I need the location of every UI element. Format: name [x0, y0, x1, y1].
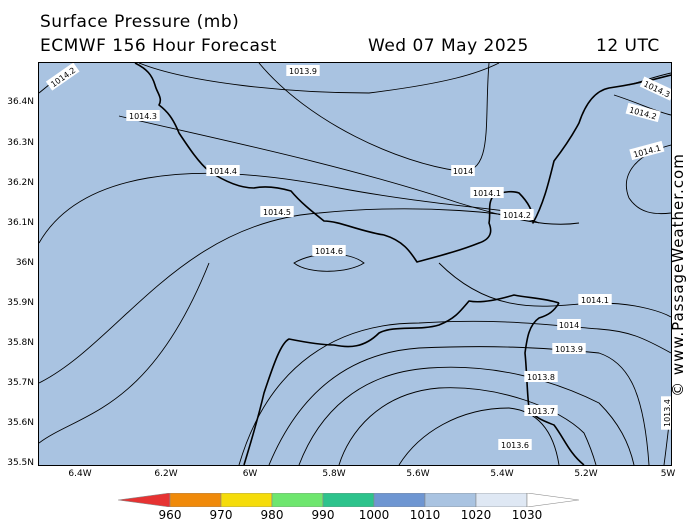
lon-label: 6.2W: [154, 469, 178, 479]
isobar-1013.9: [138, 63, 500, 94]
contour-label: 1014.1: [470, 187, 504, 198]
svg-text:1013.9: 1013.9: [555, 345, 583, 354]
isobar-1014: [238, 320, 671, 465]
legend-label: 1010: [409, 508, 441, 522]
pressure-map: 1014.2 1013.9 1014.3 1014.3 1014.2 1014.1 1014…: [38, 62, 672, 466]
svg-text:1013.4: 1013.4: [663, 399, 671, 427]
contour-label: 1014.5: [260, 206, 294, 217]
lat-label: 35.7N: [7, 378, 34, 388]
contour-label: 1013.6: [498, 439, 532, 450]
coastlines: [134, 63, 671, 465]
isobar-1014.5: [39, 208, 540, 384]
contour-label: 1013.9: [286, 65, 320, 76]
isobars: [39, 63, 671, 465]
svg-text:1014.5: 1014.5: [263, 208, 291, 217]
lat-label: 36N: [15, 258, 34, 268]
contour-label: 1013.7: [524, 405, 558, 416]
contour-label: 1013.9: [552, 343, 586, 354]
lat-label: 36.4N: [7, 97, 34, 107]
lat-label: 35.6N: [7, 418, 34, 428]
contour-label: 1014.2: [45, 63, 80, 91]
contour-label: 1013.4: [661, 396, 671, 430]
svg-text:1014: 1014: [559, 321, 579, 330]
map-canvas: 1014.2 1013.9 1014.3 1014.3 1014.2 1014.1 1014…: [39, 63, 671, 465]
legend-swatch: [271, 493, 324, 507]
legend-swatch: [220, 493, 273, 507]
isobar-1014: [258, 63, 490, 172]
svg-text:1013.8: 1013.8: [527, 373, 555, 382]
lat-label: 36.3N: [7, 138, 34, 148]
lon-label: 6.4W: [68, 469, 92, 479]
legend-swatch: [475, 493, 528, 507]
lat-label: 35.5N: [7, 458, 34, 468]
contour-label: 1014.1: [578, 294, 612, 305]
model-forecast-label: ECMWF 156 Hour Forecast: [40, 36, 277, 56]
pressure-color-legend: [118, 493, 580, 507]
isobar-1013.9: [268, 346, 650, 465]
isobar-1013.6: [398, 407, 560, 465]
legend-swatch: [424, 493, 477, 507]
legend-label: 990: [311, 508, 335, 522]
isobar-1014.6: [293, 253, 365, 272]
svg-text:1014.3: 1014.3: [129, 112, 157, 121]
lon-label: 5.4W: [490, 469, 514, 479]
forecast-time: 12 UTC: [596, 36, 660, 56]
svg-text:1014.1: 1014.1: [632, 144, 661, 160]
isobar-1014.3-west: [118, 115, 580, 225]
isobar-1013.8: [298, 366, 635, 465]
isobar-1014.2-east: [613, 94, 671, 116]
svg-text:1014.2: 1014.2: [628, 106, 657, 122]
isobar-1014.4-south: [39, 262, 210, 444]
contour-label: 1014: [557, 319, 581, 330]
legend-label: 1030: [511, 508, 543, 522]
morocco-east-coast: [524, 302, 585, 465]
legend-label: 970: [209, 508, 233, 522]
legend-label: 1020: [460, 508, 492, 522]
legend-label: 960: [158, 508, 182, 522]
legend-swatch: [322, 493, 375, 507]
lon-label: 5.6W: [406, 469, 430, 479]
lon-label: 5.2W: [574, 469, 598, 479]
credit-watermark: © www.PassageWeather.com: [669, 153, 687, 397]
forecast-date: Wed 07 May 2025: [368, 36, 529, 56]
legend-swatch: [526, 493, 580, 507]
svg-text:1014.1: 1014.1: [473, 189, 501, 198]
lon-label: 6W: [242, 469, 258, 479]
contour-label: 1014.4: [206, 165, 240, 176]
legend-label: 1000: [358, 508, 390, 522]
svg-text:1014.6: 1014.6: [315, 247, 343, 256]
contour-label: 1014.1: [629, 140, 665, 161]
contour-label: 1014.2: [500, 209, 534, 220]
lon-label: 5.8W: [322, 469, 346, 479]
morocco-north-coast: [243, 294, 560, 465]
contour-label: 1014.6: [312, 245, 346, 256]
lon-label: 5W: [660, 469, 676, 479]
lat-label: 35.8N: [7, 338, 34, 348]
isobar-1013.7: [338, 387, 597, 465]
spain-atlantic-coast: [134, 63, 671, 263]
contour-label: 1014: [451, 165, 475, 176]
svg-text:1013.7: 1013.7: [527, 407, 555, 416]
svg-text:1013.6: 1013.6: [501, 441, 529, 450]
legend-swatch: [373, 493, 426, 507]
isobar-1014.4: [39, 172, 520, 244]
svg-text:1014.2: 1014.2: [503, 211, 531, 220]
svg-text:1014.1: 1014.1: [581, 296, 609, 305]
lat-label: 36.2N: [7, 178, 34, 188]
chart-title: Surface Pressure (mb): [40, 12, 240, 32]
lat-label: 35.9N: [7, 298, 34, 308]
legend-swatch: [169, 493, 222, 507]
svg-text:1014: 1014: [453, 167, 473, 176]
svg-text:1014.4: 1014.4: [209, 167, 237, 176]
contour-label: 1014.3: [126, 110, 160, 121]
svg-text:1013.9: 1013.9: [289, 67, 317, 76]
legend-swatch: [118, 493, 171, 507]
contour-label: 1013.8: [524, 371, 558, 382]
legend-label: 980: [260, 508, 284, 522]
contour-label: 1014.3: [639, 76, 671, 101]
lat-label: 36.1N: [7, 218, 34, 228]
